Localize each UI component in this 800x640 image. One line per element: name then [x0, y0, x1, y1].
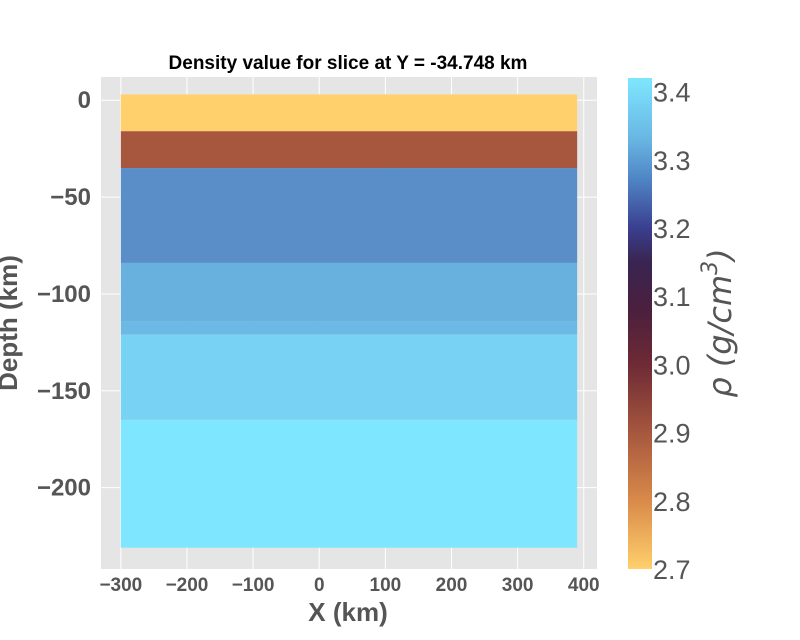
colorbar-tick-label: 2.9 [653, 419, 691, 449]
y-tick-label: −150 [37, 378, 91, 405]
colorbar-tick-label: 3.4 [653, 78, 691, 108]
colorbar-tick-label: 3.2 [653, 214, 691, 244]
colorbar-label: ρ (g/cm3) [698, 248, 739, 397]
x-tick-label: 300 [502, 575, 534, 596]
x-tick-label: 100 [370, 575, 402, 596]
x-tick-label: 0 [314, 575, 325, 596]
x-tick-label: −300 [99, 575, 142, 596]
x-tick-label: −100 [232, 575, 275, 596]
colorbar-tick-label: 3.1 [653, 282, 691, 312]
density-layer [120, 131, 578, 169]
x-tick-label: 400 [568, 575, 600, 596]
density-layer [120, 321, 578, 335]
y-tick-labels: 0 −50 −100 −150 −200 [37, 87, 91, 501]
density-layer [120, 419, 578, 548]
colorbar-tick-label: 3.0 [653, 350, 691, 380]
density-layers [120, 94, 578, 548]
density-layer [120, 262, 578, 322]
y-tick-label: −200 [37, 475, 91, 502]
density-layer [120, 334, 578, 420]
y-tick-label: 0 [78, 87, 91, 114]
x-axis-label: X (km) [308, 597, 387, 627]
x-tick-label: 200 [436, 575, 468, 596]
y-tick-label: −50 [50, 184, 91, 211]
colorbar-tick-label: 2.7 [653, 555, 691, 585]
x-tick-labels: −300 −200 −100 0 100 200 300 400 [99, 575, 599, 596]
y-axis-label: Depth (km) [0, 255, 23, 391]
colorbar [628, 78, 652, 569]
colorbar-tick-label: 2.8 [653, 487, 691, 517]
density-layer [120, 168, 578, 263]
y-tick-label: −100 [37, 281, 91, 308]
x-tick-label: −200 [166, 575, 209, 596]
chart-title: Density value for slice at Y = -34.748 k… [169, 53, 528, 74]
colorbar-tick-labels: 2.7 2.8 2.9 3.0 3.1 3.2 3.3 3.4 [653, 78, 691, 585]
density-layer [120, 94, 578, 132]
colorbar-tick-label: 3.3 [653, 146, 691, 176]
